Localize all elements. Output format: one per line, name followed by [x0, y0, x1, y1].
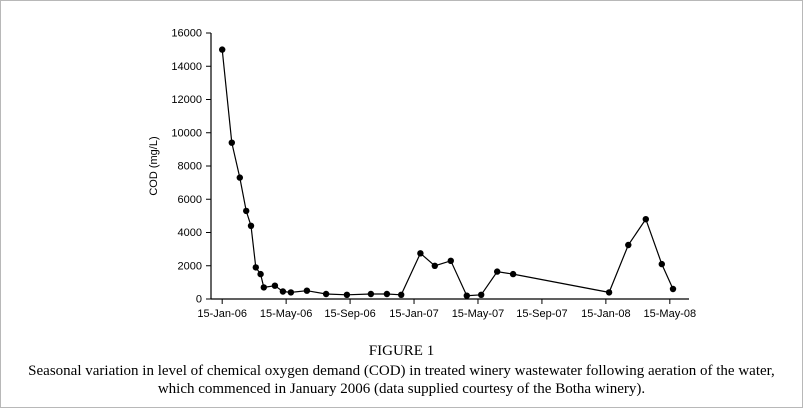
figure-caption: FIGURE 1 Seasonal variation in level of …	[1, 343, 802, 398]
svg-text:14000: 14000	[171, 61, 202, 73]
svg-text:8000: 8000	[178, 161, 202, 173]
svg-text:0: 0	[196, 294, 202, 306]
caption-line-1: Seasonal variation in level of chemical …	[28, 363, 775, 379]
svg-text:15-May-07: 15-May-07	[452, 308, 505, 320]
svg-text:COD (mg/L): COD (mg/L)	[148, 136, 160, 195]
chart-svg: 0 2000 4000 6000 8000 10000 12000 14000 16000 15-…	[148, 28, 697, 321]
svg-text:15-Sep-07: 15-Sep-07	[516, 308, 567, 320]
svg-text:6000: 6000	[178, 194, 202, 206]
svg-text:15-Jan-08: 15-Jan-08	[581, 308, 631, 320]
svg-text:15-Jan-07: 15-Jan-07	[389, 308, 439, 320]
svg-text:12000: 12000	[171, 94, 202, 106]
caption-line-2: which commenced in January 2006 (data su…	[157, 381, 646, 397]
svg-text:10000: 10000	[171, 127, 202, 139]
svg-text:15-Jan-06: 15-Jan-06	[197, 308, 247, 320]
svg-text:16000: 16000	[171, 28, 202, 40]
svg-text:15-Sep-06: 15-Sep-06	[324, 308, 375, 320]
svg-text:15-May-08: 15-May-08	[644, 308, 697, 320]
figure-title: FIGURE 1	[368, 343, 435, 359]
svg-text:2000: 2000	[178, 260, 202, 272]
svg-text:15-May-06: 15-May-06	[260, 308, 313, 320]
cod-chart: 0 2000 4000 6000 8000 10000 12000 14000 16000 15-…	[141, 17, 711, 339]
svg-text:4000: 4000	[178, 227, 202, 239]
